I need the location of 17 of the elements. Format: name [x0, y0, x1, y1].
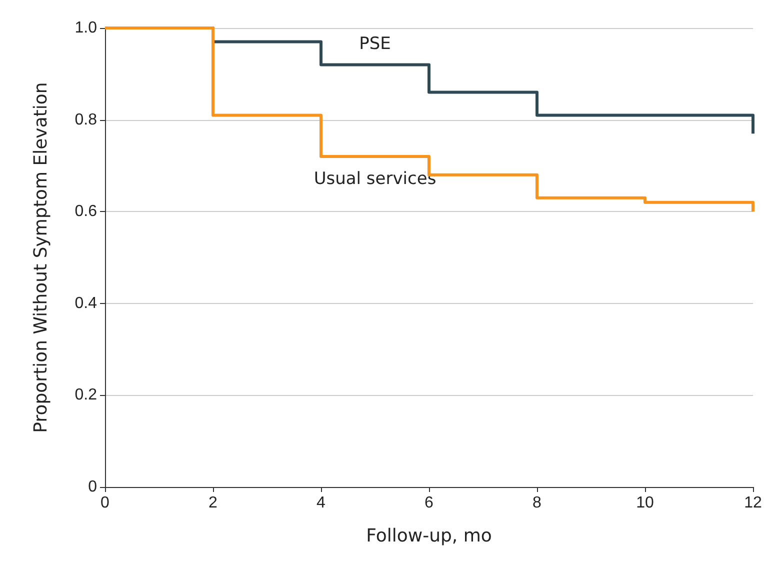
- y-tick-label: 0.4: [74, 294, 98, 312]
- x-tick-label: 6: [424, 494, 434, 512]
- x-tick-label: 2: [208, 494, 218, 512]
- x-tick-label: 4: [316, 494, 326, 512]
- series-label: PSE: [359, 34, 391, 54]
- x-axis-title: Follow-up, mo: [366, 526, 492, 546]
- y-tick-label: 0.6: [74, 203, 98, 220]
- y-tick-label: 0.2: [74, 386, 98, 404]
- y-tick-label: 1.0: [74, 20, 98, 36]
- x-tick-label: 8: [532, 494, 542, 512]
- y-tick-label: 0.8: [74, 111, 98, 128]
- y-tick-label: 0: [88, 478, 98, 496]
- x-tick-label: 12: [744, 494, 762, 512]
- x-tick-label: 0: [100, 494, 110, 512]
- y-axis-title: Proportion Without Symptom Elevation: [30, 82, 52, 433]
- series-label: Usual services: [314, 169, 436, 190]
- x-tick-label: 10: [636, 494, 654, 512]
